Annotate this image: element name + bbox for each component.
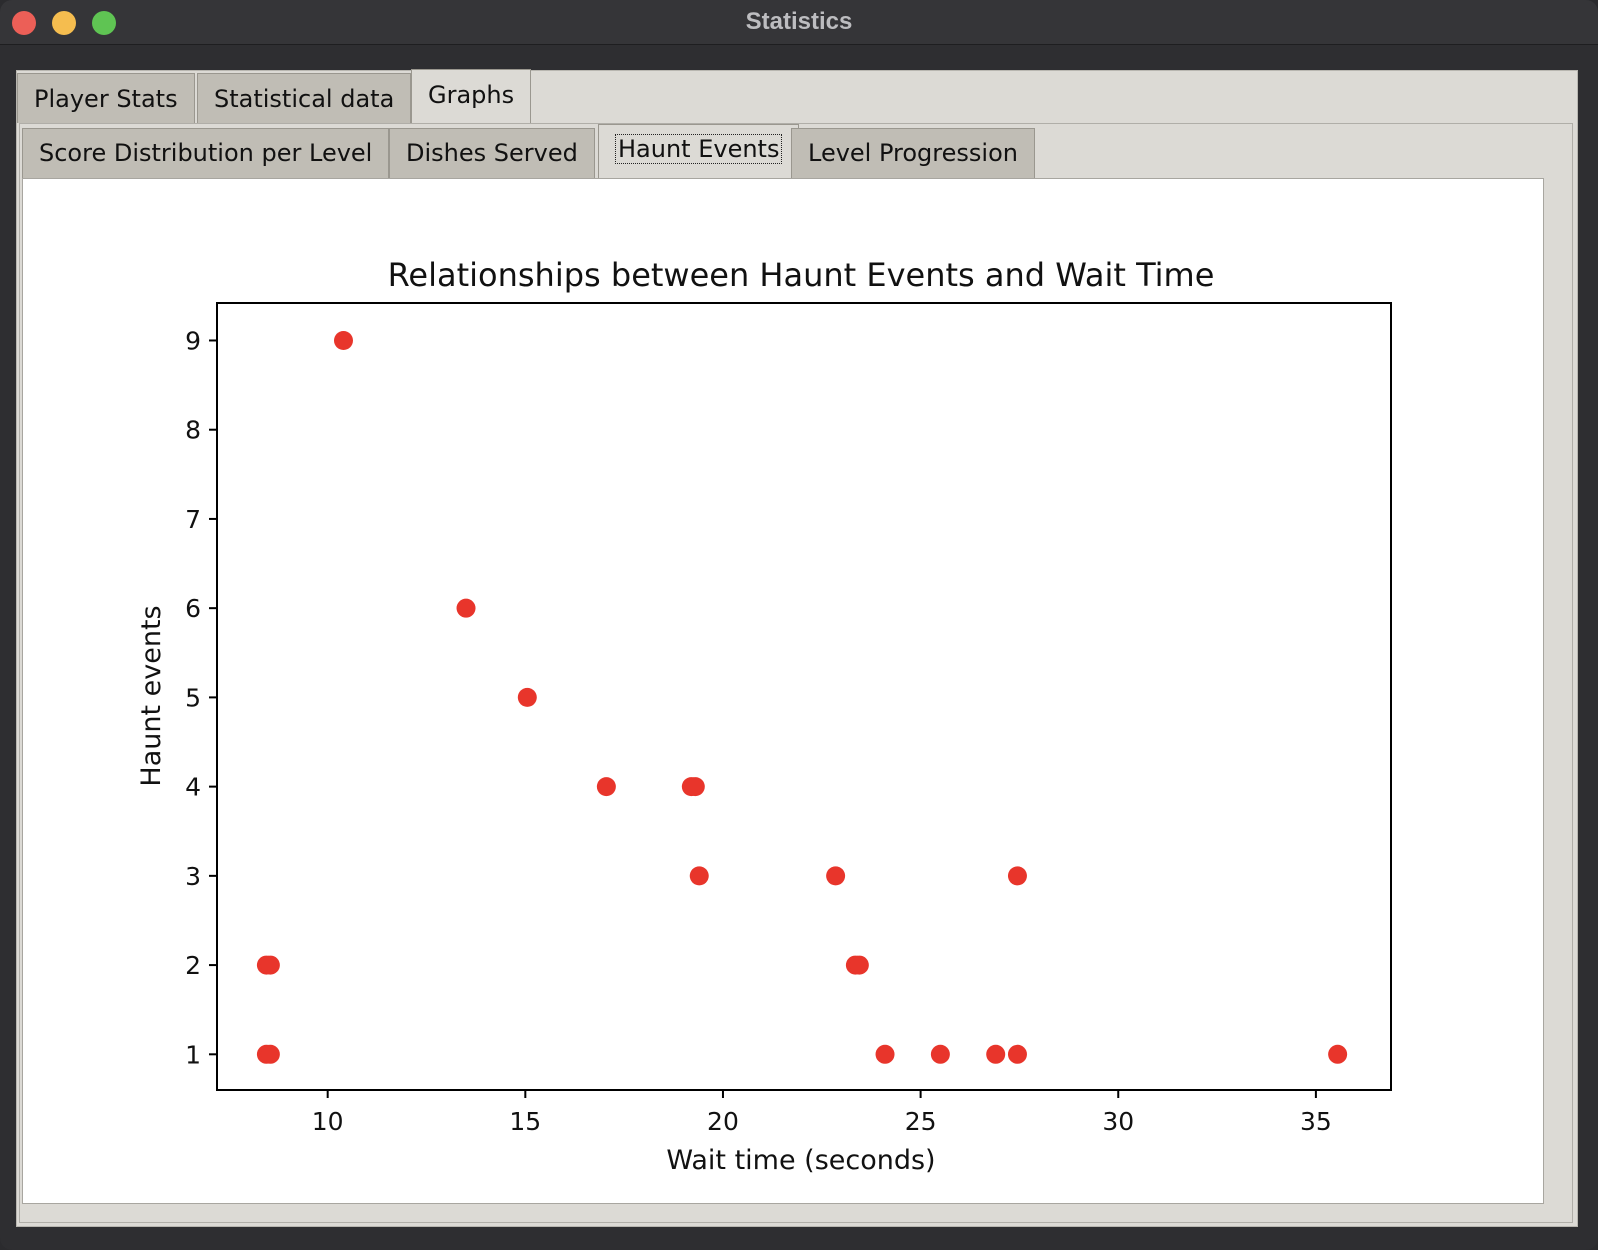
y-tick-label: 2: [185, 951, 201, 980]
y-tick-label: 6: [185, 594, 201, 623]
scatter-point: [517, 687, 537, 707]
tab-haunt-events-label: Haunt Events: [615, 134, 783, 164]
y-axis-label: Haunt events: [136, 605, 167, 786]
scatter-point: [260, 955, 280, 975]
tab-level-progression[interactable]: Level Progression: [791, 128, 1035, 178]
maximize-window-button[interactable]: [92, 11, 116, 35]
scatter-point: [986, 1044, 1006, 1064]
x-tick-label: 10: [312, 1107, 344, 1136]
y-tick-label: 9: [185, 326, 201, 355]
plot-area: [216, 302, 1392, 1091]
tab-statistical-data[interactable]: Statistical data: [197, 73, 412, 123]
scatter-point: [333, 330, 353, 350]
main-notebook: Player Stats Statistical data Graphs Sco…: [16, 69, 1578, 1227]
x-tick-label: 20: [707, 1107, 739, 1136]
x-axis: 10 15 20 25 30 35: [312, 1090, 1332, 1136]
y-tick-label: 7: [185, 505, 201, 534]
scatter-point: [689, 866, 709, 886]
close-window-button[interactable]: [12, 11, 36, 35]
scatter-point: [930, 1044, 950, 1064]
y-axis: 1 2 3 4 5 6 7 8 9: [185, 326, 217, 1069]
scatter-point: [685, 777, 705, 797]
tab-dishes-served[interactable]: Dishes Served: [389, 128, 595, 178]
chart-title: Relationships between Haunt Events and W…: [388, 256, 1215, 294]
scatter-point: [260, 1044, 280, 1064]
window-title: Statistics: [745, 8, 853, 35]
scatter-point: [456, 598, 476, 618]
chart-canvas: Relationships between Haunt Events and W…: [22, 178, 1544, 1204]
scatter-point: [875, 1044, 895, 1064]
tab-score-distribution[interactable]: Score Distribution per Level: [22, 128, 390, 178]
scatter-point: [849, 955, 869, 975]
main-tab-bar: Player Stats Statistical data Graphs: [17, 69, 1577, 123]
y-tick-label: 3: [185, 862, 201, 891]
scatter-point: [1328, 1044, 1348, 1064]
x-tick-label: 35: [1300, 1107, 1332, 1136]
x-tick-label: 25: [905, 1107, 937, 1136]
tab-graphs[interactable]: Graphs: [411, 69, 532, 123]
minimize-window-button[interactable]: [52, 11, 76, 35]
y-tick-label: 8: [185, 416, 201, 445]
x-tick-label: 30: [1102, 1107, 1134, 1136]
data-points: [256, 330, 1348, 1064]
scatter-chart: Relationships between Haunt Events and W…: [136, 256, 1392, 1176]
tab-haunt-events[interactable]: Haunt Events: [598, 124, 800, 178]
y-tick-label: 5: [185, 683, 201, 712]
x-tick-label: 15: [509, 1107, 541, 1136]
x-axis-label: Wait time (seconds): [666, 1145, 935, 1176]
tab-player-stats[interactable]: Player Stats: [17, 73, 195, 123]
scatter-point: [826, 866, 846, 886]
scatter-point: [596, 777, 616, 797]
title-bar: Statistics: [0, 0, 1598, 45]
y-tick-label: 1: [185, 1040, 201, 1069]
graphs-notebook: Score Distribution per Level Dishes Serv…: [19, 123, 1573, 1223]
y-tick-label: 4: [185, 773, 201, 802]
scatter-point: [1007, 1044, 1027, 1064]
scatter-point: [1007, 866, 1027, 886]
